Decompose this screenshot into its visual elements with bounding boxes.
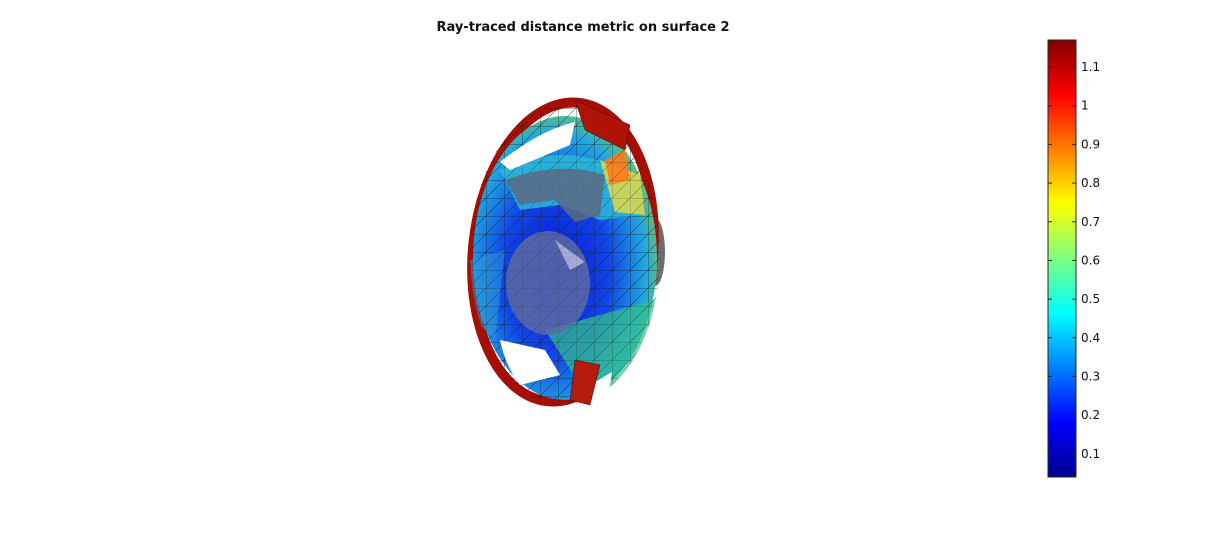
colorbar-tick-label: 1.1 (1081, 60, 1100, 74)
colorbar-tick-label: 0.7 (1081, 215, 1100, 229)
colorbar-tick-label: 0.4 (1081, 331, 1100, 345)
colorbar-ticks: 0.1 0.2 0.3 0.4 0.5 0.6 0.7 0.8 0.9 1 1.1 (1048, 60, 1100, 461)
colorbar-gradient (1047, 39, 1077, 478)
colorbar-tick-label: 0.1 (1081, 447, 1100, 461)
colorbar-tick-label: 0.5 (1081, 292, 1100, 306)
colorbar-tick-label: 0.8 (1081, 176, 1100, 190)
colorbar-tick-label: 0.3 (1081, 369, 1100, 383)
colorbar-tick-label: 0.2 (1081, 408, 1100, 422)
surface-mesh (467, 97, 665, 407)
chart-title: Ray-traced distance metric on surface 2 (436, 20, 730, 35)
colorbar-tick-label: 1 (1081, 99, 1089, 113)
colorbar-tick-label: 0.6 (1081, 253, 1100, 267)
colorbar-tick-label: 0.9 (1081, 137, 1100, 151)
colorbar: 0.1 0.2 0.3 0.4 0.5 0.6 0.7 0.8 0.9 1 1.1 (1047, 39, 1100, 478)
